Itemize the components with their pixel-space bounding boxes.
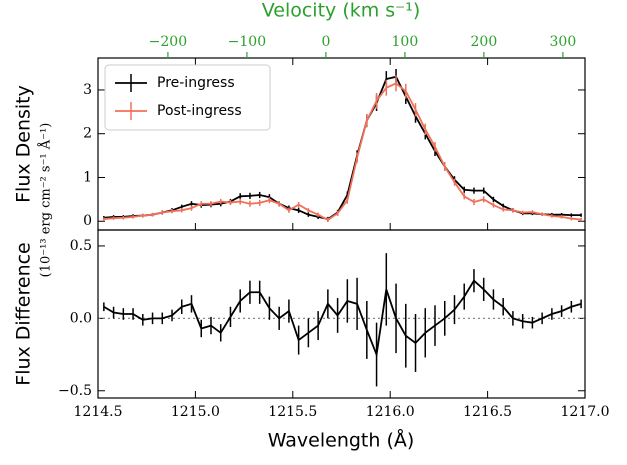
y-tick-label: −0.5 xyxy=(58,383,92,399)
legend-box xyxy=(104,64,271,131)
velocity-tick-label: −200 xyxy=(149,34,187,50)
y-units-label: (10⁻¹³ erg cm⁻² s⁻¹ Å⁻¹) xyxy=(38,123,54,278)
x-tick-label: 1215.5 xyxy=(268,404,317,420)
data-line xyxy=(103,279,582,358)
x-tick-label: 1214.5 xyxy=(74,404,123,420)
y-tick-label: 0.0 xyxy=(70,310,92,326)
y-tick-label: 0.5 xyxy=(70,238,92,254)
data-line xyxy=(103,75,582,221)
axes-frame xyxy=(97,229,586,399)
velocity-label: Velocity (km s⁻¹) xyxy=(262,0,421,22)
x-tick-label: 1216.5 xyxy=(463,404,512,420)
series xyxy=(103,253,582,387)
velocity-tick-label: 300 xyxy=(550,34,577,50)
x-tick-label: 1217.0 xyxy=(561,404,610,420)
x-tick-label: 1215.0 xyxy=(171,404,220,420)
y-tick-label: 1 xyxy=(83,169,92,185)
velocity-tick-label: 100 xyxy=(392,34,419,50)
velocity-tick-label: 200 xyxy=(471,34,498,50)
top-y-label: Flux Density xyxy=(13,85,35,203)
series xyxy=(103,75,582,223)
x-label: Wavelength (Å) xyxy=(268,429,415,452)
legend-label: Post-ingress xyxy=(157,103,242,119)
y-tick-label: 3 xyxy=(83,82,92,98)
data-line xyxy=(103,82,582,221)
y-tick-label: 2 xyxy=(83,126,92,142)
legend-label: Pre-ingress xyxy=(157,75,235,91)
bottom-y-label: Flux Difference xyxy=(13,242,35,385)
velocity-tick-label: −100 xyxy=(228,34,266,50)
y-tick-label: 0 xyxy=(83,213,92,229)
x-tick-label: 1216.0 xyxy=(366,404,415,420)
velocity-tick-label: 0 xyxy=(321,34,330,50)
